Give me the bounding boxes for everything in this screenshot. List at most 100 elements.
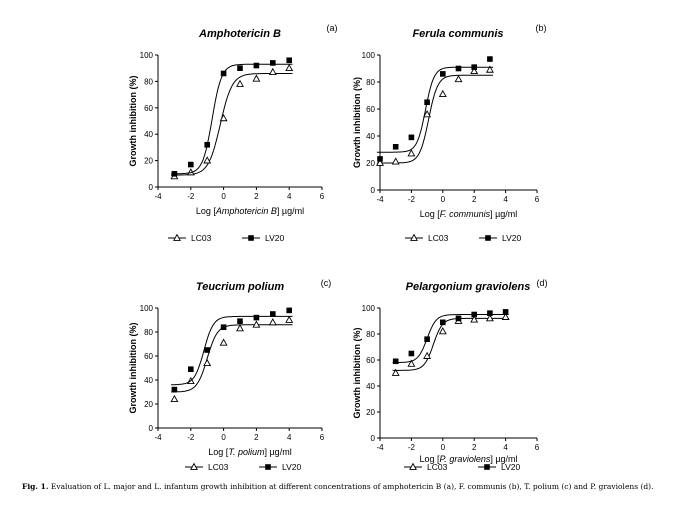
panel-label: (b)	[536, 23, 547, 33]
y-tick-label: 0	[149, 424, 154, 433]
x-tick-label: 2	[472, 195, 477, 204]
data-point-LV20	[392, 144, 399, 150]
data-point-LV20	[171, 171, 178, 177]
x-tick-label: 0	[441, 195, 446, 204]
legend-label-LC03: LC03	[428, 233, 449, 243]
y-tick-label: 40	[144, 376, 153, 385]
legend-marker-LC03	[190, 462, 198, 470]
y-tick-label: 20	[366, 159, 375, 168]
legend-marker-LV20	[248, 235, 254, 241]
data-point-LC03	[501, 312, 510, 320]
y-tick-label: 60	[366, 356, 375, 365]
caption-label: Fig. 1.	[22, 482, 49, 491]
y-axis-label: Growth inhibition (%)	[352, 77, 362, 168]
legend-label-LV20: LV20	[265, 233, 284, 243]
x-tick-label: 0	[221, 433, 226, 442]
fit-curve-LC03	[171, 73, 293, 176]
x-tick-label: 2	[254, 433, 259, 442]
y-axis-label: Growth inhibition (%)	[352, 328, 362, 419]
data-point-LC03	[203, 358, 212, 367]
data-point-LC03	[268, 67, 277, 76]
y-tick-label: 20	[144, 157, 153, 166]
y-tick-label: 0	[371, 434, 376, 443]
x-tick-label: 4	[503, 443, 508, 452]
x-tick-label: -2	[408, 195, 416, 204]
x-tick-label: 6	[535, 195, 540, 204]
data-point-LC03	[438, 327, 447, 335]
x-axis-label: Log [Amphotericin B] µg/ml	[196, 206, 304, 216]
data-point-LV20	[440, 319, 446, 326]
panel-label: (a)	[327, 23, 338, 33]
data-point-LC03	[236, 79, 244, 87]
x-tick-label: 6	[320, 433, 325, 442]
data-point-LV20	[424, 336, 430, 342]
data-point-LV20	[424, 99, 430, 106]
data-point-LC03	[391, 368, 400, 376]
legend-marker-LC03	[409, 462, 417, 470]
y-tick-label: 20	[366, 408, 375, 417]
legend-marker-LV20	[485, 235, 491, 241]
data-point-LV20	[392, 358, 399, 365]
x-tick-label: -4	[376, 443, 384, 452]
figure-caption: Fig. 1. Evaluation of L. major and L. in…	[22, 482, 662, 492]
y-tick-label: 80	[366, 330, 375, 339]
y-tick-label: 0	[149, 183, 154, 192]
data-point-LV20	[220, 70, 227, 77]
y-tick-label: 80	[366, 78, 375, 87]
data-point-LV20	[253, 314, 260, 321]
data-point-LV20	[204, 347, 210, 353]
chart-title: Ferula communis	[412, 28, 503, 40]
data-point-LV20	[487, 56, 493, 62]
x-tick-label: 0	[441, 443, 446, 452]
data-point-LC03	[391, 157, 400, 165]
data-point-LC03	[438, 89, 447, 98]
y-tick-label: 60	[144, 104, 153, 113]
data-point-LC03	[219, 338, 228, 346]
data-point-LC03	[285, 315, 294, 323]
data-point-LC03	[236, 324, 244, 332]
x-tick-label: 6	[535, 443, 540, 452]
data-point-LV20	[188, 161, 194, 168]
data-point-LV20	[377, 156, 383, 162]
data-point-LC03	[285, 63, 294, 72]
data-point-LC03	[407, 149, 416, 157]
chart-title: Pelargonium graviolens	[406, 281, 531, 293]
x-tick-label: 6	[320, 192, 325, 201]
y-axis-label: Growth inhibition (%)	[128, 323, 138, 414]
fit-curve-LC03	[376, 74, 493, 164]
x-tick-label: 4	[287, 433, 292, 442]
fit-curve-LV20	[171, 315, 293, 386]
data-point-LV20	[455, 65, 462, 72]
data-point-LC03	[376, 158, 384, 166]
x-tick-label: -4	[376, 195, 384, 204]
chart-panel-2: Teucrium polium (c)-4 -2 0 2 4 6020406080100Lo…	[128, 278, 331, 472]
data-point-LC03	[485, 65, 494, 73]
x-axis-label: Log [T. polium] µg/ml	[208, 447, 291, 457]
y-tick-label: 60	[366, 105, 375, 114]
fit-curve-LV20	[171, 63, 293, 175]
data-point-LV20	[237, 318, 243, 324]
data-point-LV20	[408, 350, 415, 357]
legend-marker-LC03	[410, 233, 418, 241]
data-point-LC03	[268, 318, 277, 326]
legend-label-LC03: LC03	[191, 233, 212, 243]
chart-panel-3: Pelargonium graviolens (d)-4 -2 0 2 4 60204060…	[352, 278, 548, 472]
y-tick-label: 20	[144, 400, 153, 409]
x-tick-label: -2	[187, 433, 195, 442]
x-tick-label: 0	[221, 192, 226, 201]
data-point-LC03	[407, 359, 416, 367]
data-point-LC03	[485, 314, 494, 322]
legend-label-LV20: LV20	[282, 462, 301, 472]
data-point-LC03	[470, 66, 479, 75]
legend-label-LC03: LC03	[208, 462, 229, 472]
legend-label-LV20: LV20	[502, 233, 521, 243]
chart-title: Teucrium polium	[196, 281, 284, 293]
x-tick-label: 2	[254, 192, 259, 201]
legend-label-LV20: LV20	[501, 462, 520, 472]
y-tick-label: 40	[144, 130, 153, 139]
data-point-LV20	[471, 311, 477, 318]
y-tick-label: 80	[144, 77, 153, 86]
data-point-LV20	[286, 307, 292, 314]
data-point-LV20	[440, 71, 446, 77]
